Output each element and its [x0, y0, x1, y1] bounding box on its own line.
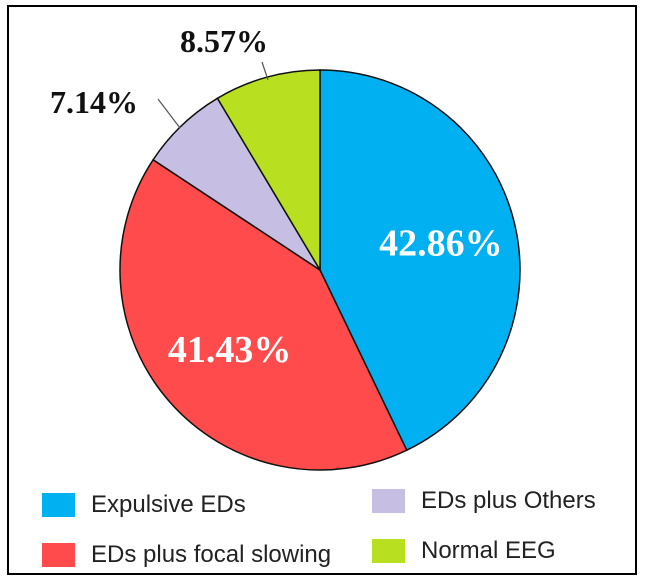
legend-label-normal-eeg: Normal EEG	[421, 537, 556, 564]
pie-slice-expulsive-eds	[319, 69, 521, 452]
legend-swatch-eds-plus-focal-slowing	[42, 543, 75, 567]
legend-label-expulsive-eds: Expulsive EDs	[91, 491, 246, 518]
pie-value-label-eds-plus-focal-slowing: 41.43%	[168, 329, 292, 371]
leader-line-eds-plus-others	[157, 98, 181, 129]
legend-swatch-eds-plus-others	[372, 489, 405, 513]
pie-value-label-normal-eeg: 8.57%	[180, 23, 268, 59]
pie-value-label-expulsive-eds: 42.86%	[379, 223, 503, 265]
leader-line-normal-eeg	[261, 61, 269, 81]
legend-item-expulsive-eds: Expulsive EDs	[42, 491, 246, 519]
pie-slice-eds-plus-focal-slowing	[119, 158, 408, 471]
pie-value-label-eds-plus-others: 7.14%	[50, 84, 138, 120]
legend-label-eds-plus-focal-slowing: EDs plus focal slowing	[91, 541, 332, 568]
legend-swatch-expulsive-eds	[42, 493, 75, 517]
legend-item-eds-plus-others: EDs plus Others	[372, 487, 596, 515]
legend-item-eds-plus-focal-slowing: EDs plus focal slowing	[42, 541, 331, 569]
legend-item-normal-eeg: Normal EEG	[372, 537, 556, 565]
legend-label-eds-plus-others: EDs plus Others	[421, 487, 596, 514]
legend-swatch-normal-eeg	[372, 539, 405, 563]
